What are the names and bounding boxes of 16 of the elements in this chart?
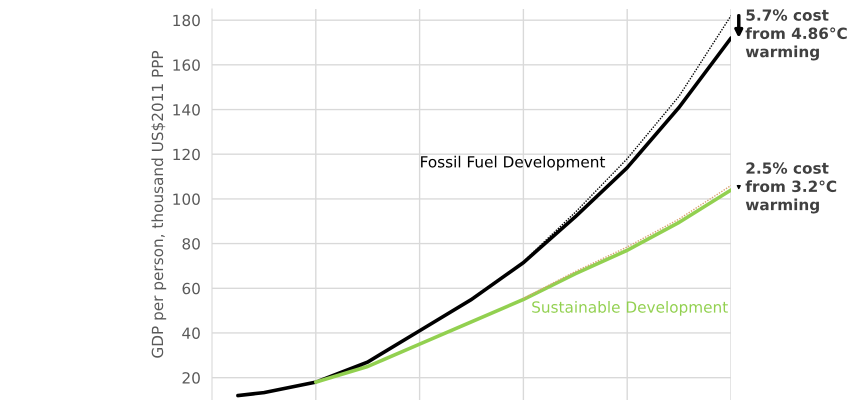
y-tick-label: 20 <box>182 372 200 384</box>
y-axis-title: GDP per person, thousand US$2011 PPP <box>151 50 166 358</box>
series-label: Sustainable Development <box>532 301 728 316</box>
line-series <box>314 188 731 384</box>
y-tick-label: 120 <box>173 148 200 160</box>
line-series <box>522 184 731 300</box>
text: 2.5% cost from 3.2°C warming <box>746 162 836 214</box>
y-tick-label: 60 <box>182 282 200 294</box>
y-tick-label: 100 <box>173 193 200 205</box>
text: 5.7% cost from 4.86°C warming <box>746 9 847 60</box>
y-tick-label: 180 <box>173 14 200 26</box>
y-tick-label: 140 <box>173 104 200 116</box>
series-label: Fossil Fuel Development <box>421 156 606 171</box>
y-tick-label: 80 <box>182 238 200 250</box>
y-tick-label: 40 <box>182 327 200 339</box>
y-tick-label: 160 <box>173 59 200 71</box>
